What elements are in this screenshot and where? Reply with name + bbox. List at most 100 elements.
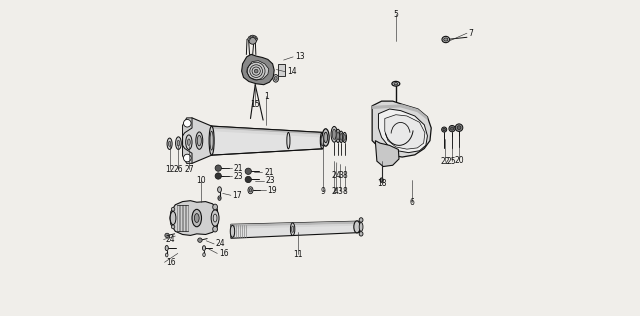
Ellipse shape [324, 132, 328, 143]
Circle shape [455, 124, 463, 131]
Ellipse shape [359, 218, 363, 222]
Ellipse shape [167, 138, 172, 149]
Polygon shape [242, 54, 274, 85]
Ellipse shape [344, 135, 346, 140]
Ellipse shape [203, 253, 205, 257]
Text: 25: 25 [447, 157, 456, 166]
Circle shape [248, 38, 250, 40]
Text: 10: 10 [196, 176, 205, 185]
Ellipse shape [210, 131, 213, 150]
Ellipse shape [249, 188, 252, 192]
Ellipse shape [195, 214, 199, 222]
Polygon shape [212, 129, 322, 137]
Ellipse shape [339, 131, 343, 143]
Circle shape [184, 154, 191, 162]
Ellipse shape [442, 36, 449, 43]
Circle shape [442, 127, 447, 132]
Text: 27: 27 [184, 165, 194, 173]
Ellipse shape [275, 76, 277, 80]
Circle shape [449, 125, 455, 132]
Text: 24: 24 [216, 240, 225, 248]
Text: 12: 12 [165, 165, 175, 173]
Ellipse shape [331, 126, 337, 142]
Ellipse shape [287, 132, 290, 149]
Polygon shape [231, 224, 360, 229]
Polygon shape [278, 64, 285, 76]
Polygon shape [212, 126, 322, 135]
Ellipse shape [343, 132, 346, 143]
Polygon shape [212, 126, 322, 155]
Ellipse shape [248, 187, 253, 194]
Text: 23: 23 [234, 172, 243, 180]
Ellipse shape [291, 226, 294, 232]
Ellipse shape [166, 253, 168, 257]
Text: 8: 8 [342, 171, 347, 180]
Circle shape [219, 197, 220, 199]
Polygon shape [385, 115, 425, 149]
Ellipse shape [192, 210, 202, 227]
Text: 23: 23 [266, 176, 275, 185]
Ellipse shape [202, 246, 205, 250]
Polygon shape [372, 104, 428, 120]
Ellipse shape [186, 135, 192, 149]
Ellipse shape [320, 132, 324, 149]
Ellipse shape [213, 214, 217, 222]
Text: 21: 21 [264, 168, 273, 177]
Circle shape [443, 128, 445, 131]
Ellipse shape [392, 82, 400, 86]
Text: 7: 7 [468, 29, 474, 38]
Ellipse shape [340, 133, 342, 140]
Ellipse shape [209, 126, 214, 155]
Polygon shape [372, 101, 431, 157]
Polygon shape [378, 109, 428, 153]
Ellipse shape [230, 225, 235, 237]
Ellipse shape [212, 226, 218, 232]
Polygon shape [231, 221, 360, 227]
Polygon shape [182, 118, 212, 163]
Text: 24: 24 [165, 235, 175, 244]
Circle shape [255, 38, 258, 40]
Polygon shape [170, 201, 218, 235]
Ellipse shape [359, 222, 363, 231]
Ellipse shape [444, 38, 448, 41]
Polygon shape [182, 145, 192, 163]
Ellipse shape [188, 139, 190, 145]
Text: 17: 17 [232, 191, 242, 200]
Ellipse shape [354, 221, 360, 233]
Ellipse shape [273, 75, 278, 82]
Text: 13: 13 [295, 52, 305, 61]
Ellipse shape [177, 140, 180, 146]
Polygon shape [375, 141, 399, 167]
Circle shape [255, 36, 257, 39]
Circle shape [184, 119, 191, 127]
Ellipse shape [337, 132, 339, 140]
Ellipse shape [172, 225, 175, 229]
Circle shape [250, 35, 252, 38]
Ellipse shape [291, 223, 295, 235]
Ellipse shape [335, 129, 340, 143]
Ellipse shape [359, 232, 363, 236]
Text: 16: 16 [166, 258, 176, 267]
Text: 22: 22 [440, 157, 449, 166]
Text: 21: 21 [234, 164, 243, 173]
Text: 15: 15 [250, 100, 260, 109]
Ellipse shape [321, 135, 323, 146]
Polygon shape [231, 221, 360, 238]
Text: 1: 1 [264, 92, 269, 101]
Ellipse shape [175, 137, 181, 149]
Circle shape [245, 176, 252, 183]
Ellipse shape [196, 132, 203, 149]
Polygon shape [182, 118, 192, 136]
Text: 16: 16 [219, 249, 228, 258]
Circle shape [252, 35, 254, 38]
Circle shape [245, 168, 252, 174]
Text: 4: 4 [335, 171, 340, 180]
Text: 18: 18 [377, 179, 387, 188]
Ellipse shape [168, 141, 171, 146]
Ellipse shape [394, 83, 397, 85]
Polygon shape [246, 61, 269, 80]
Ellipse shape [254, 69, 258, 73]
Text: 14: 14 [287, 67, 296, 76]
Circle shape [215, 165, 221, 171]
Text: 19: 19 [268, 186, 277, 195]
